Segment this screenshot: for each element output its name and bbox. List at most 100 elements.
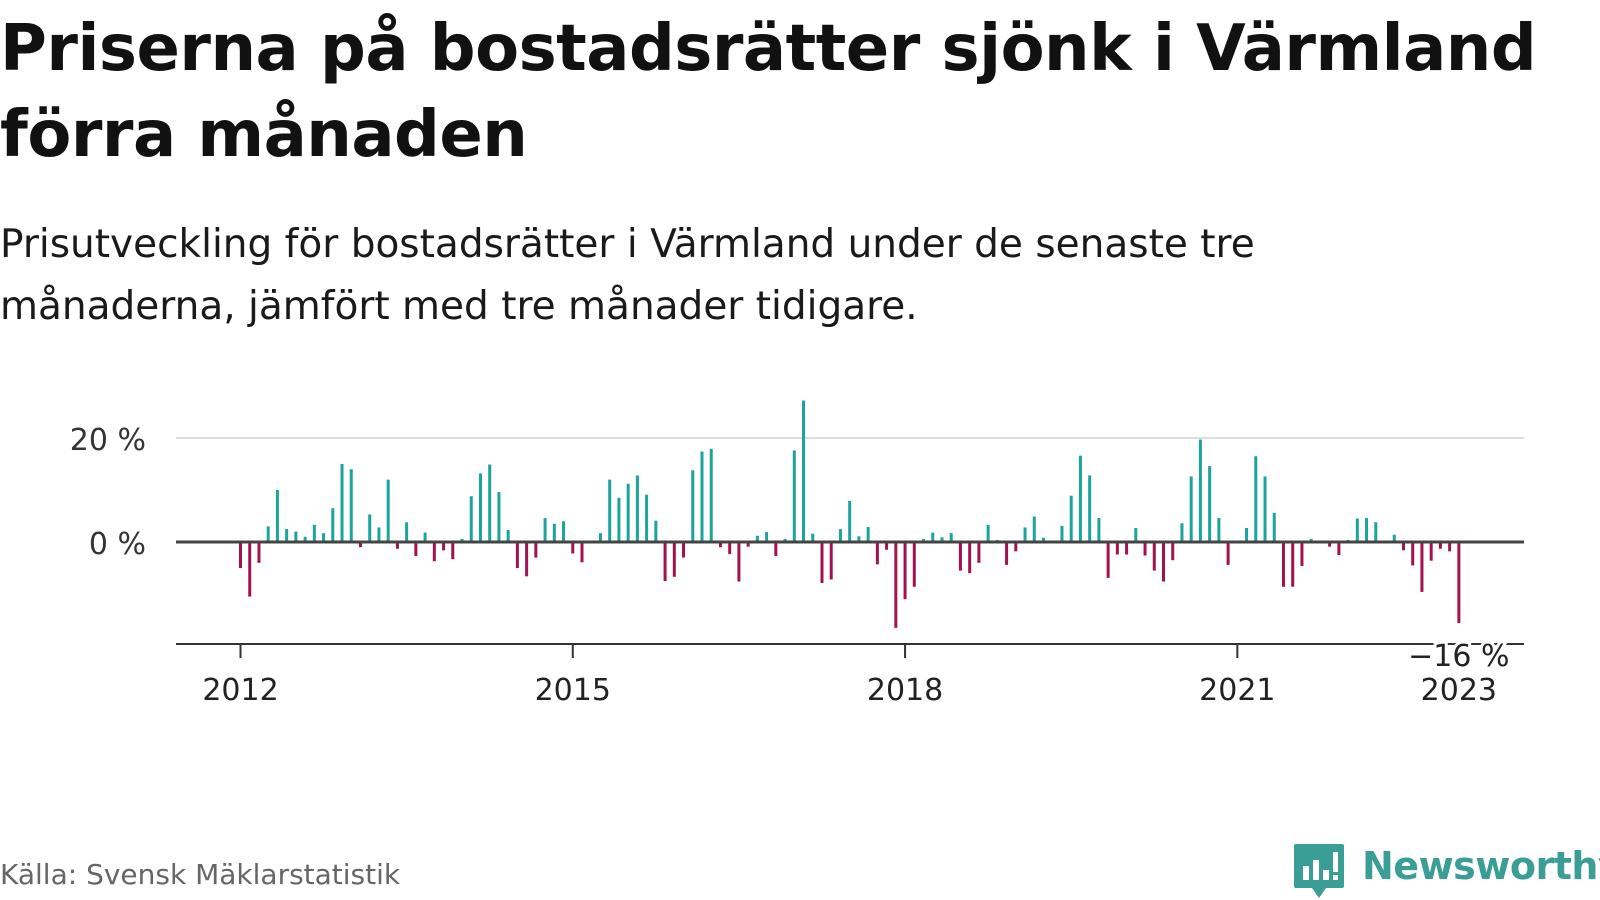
bar-chart: 20 % 0 % 2012 2015 2018 2021 2023−16 %	[70, 400, 1524, 708]
bar	[1152, 542, 1156, 571]
bar	[765, 532, 769, 542]
bar	[1411, 542, 1415, 566]
y-tick-label: 0 %	[89, 527, 146, 562]
bar	[395, 542, 399, 549]
bar	[432, 542, 436, 562]
bar	[682, 542, 686, 558]
bar	[1162, 542, 1165, 582]
bar	[912, 542, 916, 587]
bar	[349, 469, 353, 542]
bar	[608, 479, 612, 542]
bar	[672, 542, 676, 577]
bar	[885, 542, 889, 550]
newsworthy-logo: Newsworthy	[1292, 838, 1600, 900]
x-tick-label: 2023	[1421, 673, 1497, 708]
bar	[922, 538, 926, 542]
bar	[1374, 522, 1378, 542]
bar	[1014, 542, 1018, 552]
bar	[700, 451, 704, 542]
bar	[1309, 538, 1313, 542]
bar	[792, 450, 796, 542]
bar	[958, 542, 962, 571]
bar	[1429, 542, 1433, 561]
bar	[1281, 542, 1285, 587]
bar	[322, 533, 326, 542]
bar	[645, 494, 649, 542]
bar	[820, 542, 824, 584]
bar	[1171, 542, 1175, 561]
bar	[1088, 475, 1092, 542]
bar	[571, 542, 575, 554]
bar	[1208, 466, 1212, 542]
bar	[442, 542, 446, 551]
bars	[239, 400, 1461, 628]
bar	[552, 523, 556, 542]
bar	[903, 542, 907, 600]
x-tick-label: 2021	[1199, 673, 1275, 708]
bar	[497, 492, 501, 542]
bar	[1042, 537, 1046, 542]
bar	[875, 542, 879, 565]
bar	[718, 542, 722, 548]
bar	[1245, 527, 1249, 542]
bar	[940, 537, 944, 542]
bar	[1254, 456, 1258, 542]
bar	[728, 542, 732, 554]
bar	[1300, 542, 1304, 566]
source-note: Källa: Svensk Mäklarstatistik	[0, 858, 401, 891]
bar	[469, 496, 473, 542]
axes	[176, 540, 1524, 658]
bar	[755, 535, 759, 542]
bar	[312, 524, 316, 542]
bar	[663, 542, 667, 581]
bar	[1005, 542, 1009, 565]
newsworthy-logo-icon	[1294, 844, 1344, 898]
bar	[562, 521, 566, 542]
bar	[617, 497, 621, 542]
bar	[857, 536, 861, 542]
chart-title: Priserna på bostadsrätter sjönk i Värmla…	[0, 12, 1537, 172]
bar	[1032, 516, 1036, 542]
bar	[248, 542, 252, 597]
bar	[423, 532, 427, 542]
bar	[774, 542, 778, 557]
bar	[1401, 542, 1405, 551]
bar	[580, 542, 584, 563]
annotation-label: −16 %	[1408, 639, 1509, 674]
bar	[266, 526, 270, 542]
bar	[709, 448, 713, 542]
bar	[257, 542, 261, 563]
bar	[340, 464, 344, 542]
bar	[949, 533, 953, 542]
bar	[1291, 542, 1295, 587]
bar	[506, 530, 510, 542]
bar	[654, 520, 658, 542]
bar	[331, 508, 335, 542]
bar	[635, 475, 639, 542]
bar	[1189, 476, 1193, 542]
x-tick-label: 2018	[867, 673, 943, 708]
bar	[1115, 542, 1119, 555]
bar	[525, 542, 529, 577]
bar	[1180, 523, 1184, 542]
bar	[1078, 455, 1082, 542]
bar	[866, 526, 870, 542]
bar	[1263, 476, 1267, 542]
bar	[294, 531, 298, 542]
bar	[275, 490, 279, 542]
bar	[515, 542, 519, 568]
bar	[451, 542, 455, 560]
bar	[285, 529, 289, 542]
bar	[488, 464, 492, 542]
x-tick-label: 2012	[202, 673, 278, 708]
bar	[239, 542, 242, 568]
bar	[414, 542, 418, 557]
bar	[303, 536, 307, 542]
bar	[358, 542, 362, 548]
bar	[598, 533, 602, 542]
bar	[986, 524, 990, 542]
bar	[1448, 542, 1452, 552]
bar	[829, 542, 833, 580]
bar	[802, 400, 806, 542]
bar	[1023, 527, 1027, 542]
